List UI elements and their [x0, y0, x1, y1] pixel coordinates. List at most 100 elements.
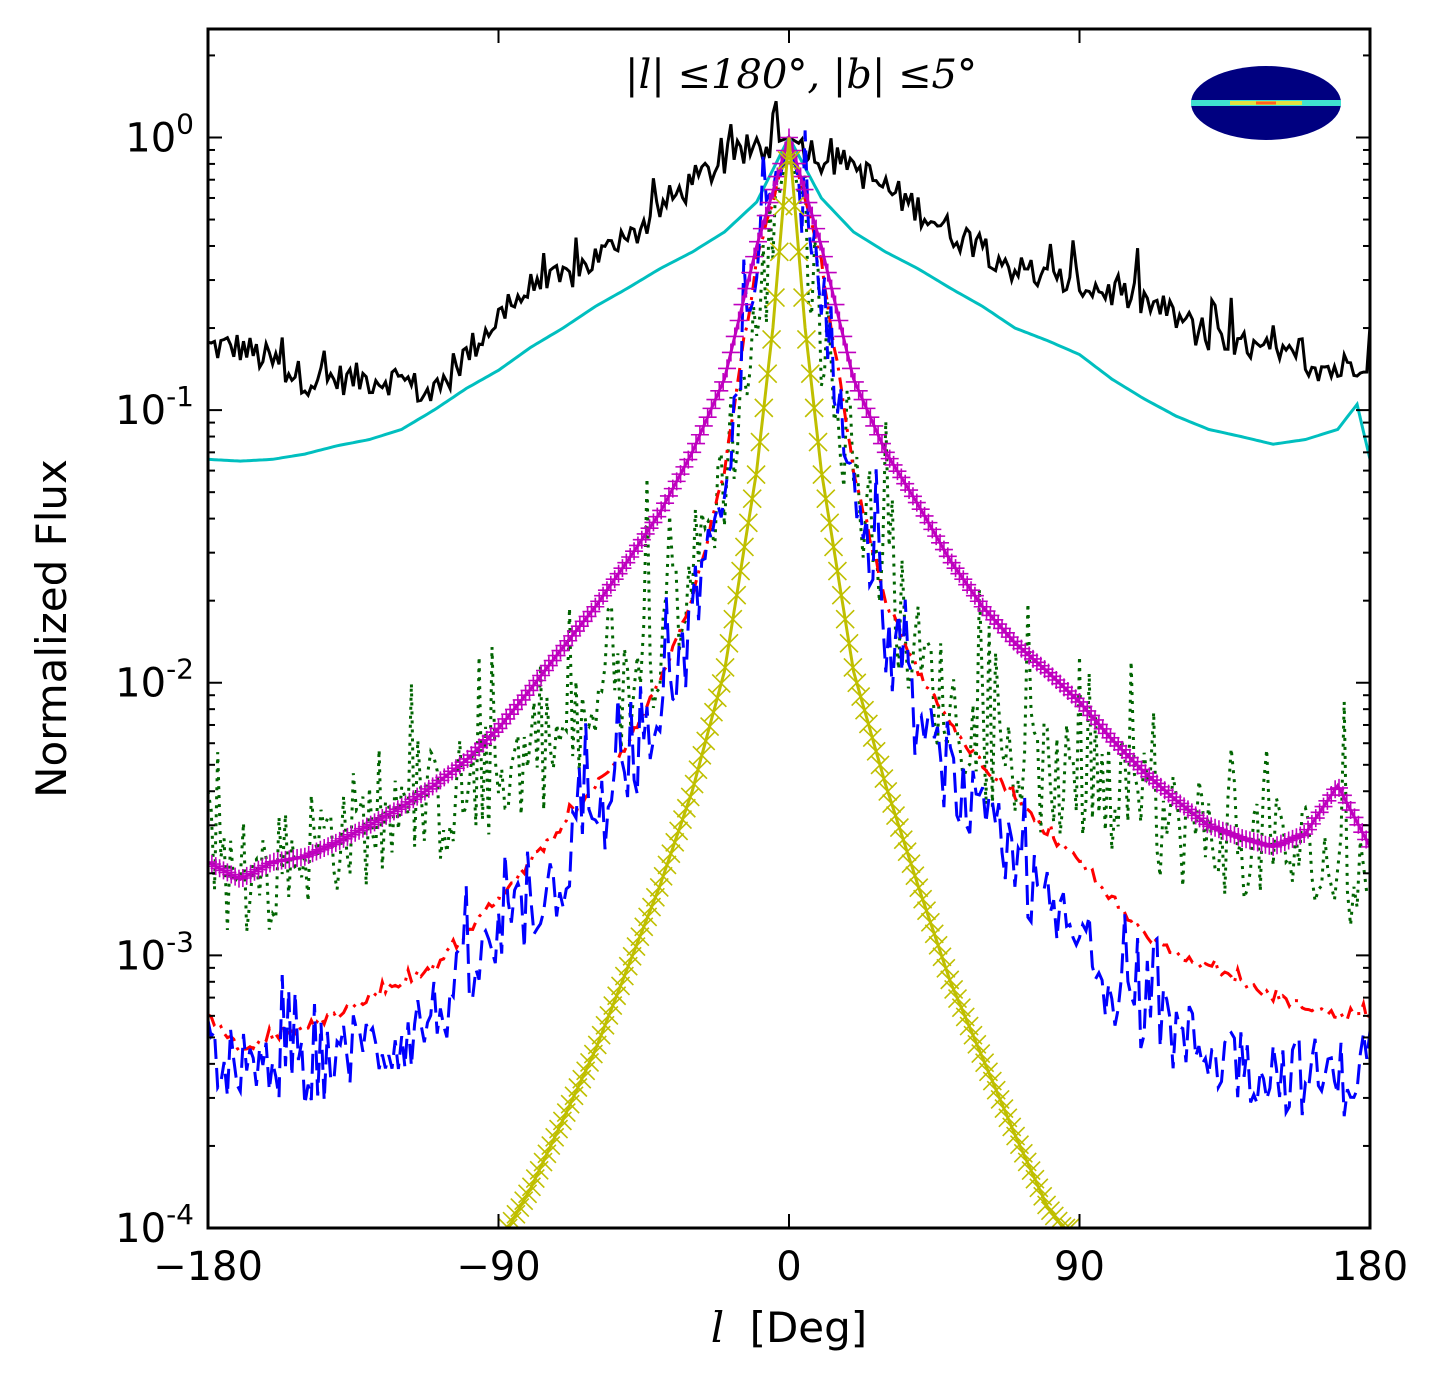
series-5-marker	[690, 425, 709, 444]
series-5-marker	[725, 327, 744, 346]
series-5-marker	[733, 295, 752, 314]
series-6-marker	[812, 465, 832, 485]
series-5-marker	[1124, 752, 1143, 771]
series-5-marker	[687, 434, 706, 453]
x-tick-label: −180	[153, 1244, 263, 1290]
series-5-marker	[551, 641, 570, 660]
series-6-marker	[738, 513, 758, 533]
series-6-marker	[614, 966, 634, 986]
tick-labels: −180 −90 0 90 180 100 10-1 10-2 10-3 10-4	[115, 107, 1408, 1290]
series-3-line	[208, 137, 1370, 1056]
series-6-marker	[831, 585, 851, 605]
series-5-marker	[218, 863, 237, 882]
series-6-marker	[607, 986, 627, 1006]
series-5-marker	[845, 372, 864, 391]
series-5-marker	[714, 372, 733, 391]
series-5-marker	[493, 714, 512, 733]
series-6-marker	[599, 1005, 619, 1026]
series-6-marker	[680, 787, 700, 807]
series-5-marker	[497, 709, 516, 728]
series-6-marker	[715, 657, 735, 678]
series-5-marker	[667, 472, 686, 491]
series-6-marker	[866, 741, 886, 761]
series-5-marker	[532, 666, 551, 685]
series-6-marker	[587, 1035, 607, 1055]
series-6-marker	[924, 924, 944, 944]
series-6-marker	[851, 686, 871, 707]
series-5-marker	[1194, 812, 1213, 831]
series-5-marker	[1275, 833, 1294, 852]
series-6-marker	[847, 673, 867, 693]
series-6-marker	[839, 633, 859, 653]
series-5-marker	[826, 295, 845, 314]
series-6-marker	[506, 1204, 526, 1224]
series-5-marker	[1206, 818, 1225, 837]
series-6-marker	[653, 866, 673, 886]
series-5-marker	[814, 247, 833, 266]
series-6-marker	[641, 897, 662, 917]
series-5-marker	[539, 656, 558, 675]
series-5-marker	[1271, 834, 1290, 853]
series-6-marker	[920, 912, 940, 932]
series-6-marker	[665, 832, 685, 852]
series-5-marker	[1268, 836, 1287, 855]
series-5-marker	[570, 617, 589, 636]
series-6-marker	[622, 946, 642, 966]
series-6-marker	[1060, 1218, 1080, 1228]
series-5-marker	[470, 738, 489, 757]
series-5-marker	[985, 610, 1004, 629]
series-5-marker	[849, 381, 868, 400]
series-5-marker	[535, 661, 554, 680]
series-5-marker	[756, 206, 775, 225]
series-5-marker	[760, 193, 779, 212]
series-5-marker	[1101, 728, 1120, 747]
series-5-marker	[508, 695, 527, 714]
series-6-marker	[897, 842, 917, 862]
series-6-marker	[510, 1197, 530, 1218]
series-5-marker	[260, 854, 279, 873]
series-5-marker	[303, 844, 322, 863]
series-5-marker	[477, 730, 496, 749]
series-5-marker	[745, 247, 764, 266]
series-6-marker	[595, 1015, 615, 1035]
series-5-marker	[799, 193, 818, 212]
series-6-marker	[889, 818, 909, 838]
series-5-marker	[1093, 719, 1112, 738]
series-5-marker	[245, 862, 264, 881]
x-tick-label: 180	[1332, 1244, 1408, 1290]
series-6-marker	[746, 465, 766, 485]
series-5-markers	[208, 128, 1370, 888]
series-5-marker	[454, 753, 473, 772]
series-5-marker	[353, 819, 372, 838]
series-5-marker	[307, 842, 326, 861]
series-5-marker	[295, 847, 314, 866]
series-5-marker	[1128, 756, 1147, 775]
series-6-marker	[731, 561, 751, 581]
series-5-marker	[408, 787, 427, 806]
series-6-marker	[932, 947, 952, 967]
series-6-marker	[808, 432, 828, 452]
series-5-marker	[1264, 837, 1283, 856]
x-tick-label: 90	[1054, 1244, 1105, 1290]
series-5-marker	[973, 597, 992, 616]
series-6-marker	[723, 609, 743, 629]
series-5-marker	[1279, 831, 1298, 850]
series-6-marker	[913, 889, 933, 909]
series-6-marker	[820, 513, 840, 533]
series-6-marker	[800, 364, 820, 384]
series-5-marker	[210, 859, 229, 878]
series-6-marker	[893, 830, 913, 850]
series-5-marker	[822, 279, 841, 298]
series-5-marker	[1252, 834, 1271, 853]
series-5-marker	[1213, 821, 1232, 840]
y-tick-label: 10-1	[115, 380, 194, 434]
series-5-marker	[350, 821, 369, 840]
series-5-marker	[400, 792, 419, 811]
series-5-marker	[869, 425, 888, 444]
series-5-marker	[996, 623, 1015, 642]
series-6-marker	[758, 364, 778, 384]
series-5-marker	[1058, 681, 1077, 700]
series-5-marker	[1097, 724, 1116, 743]
series-5-marker	[357, 817, 376, 836]
series-6-marker	[785, 196, 805, 216]
